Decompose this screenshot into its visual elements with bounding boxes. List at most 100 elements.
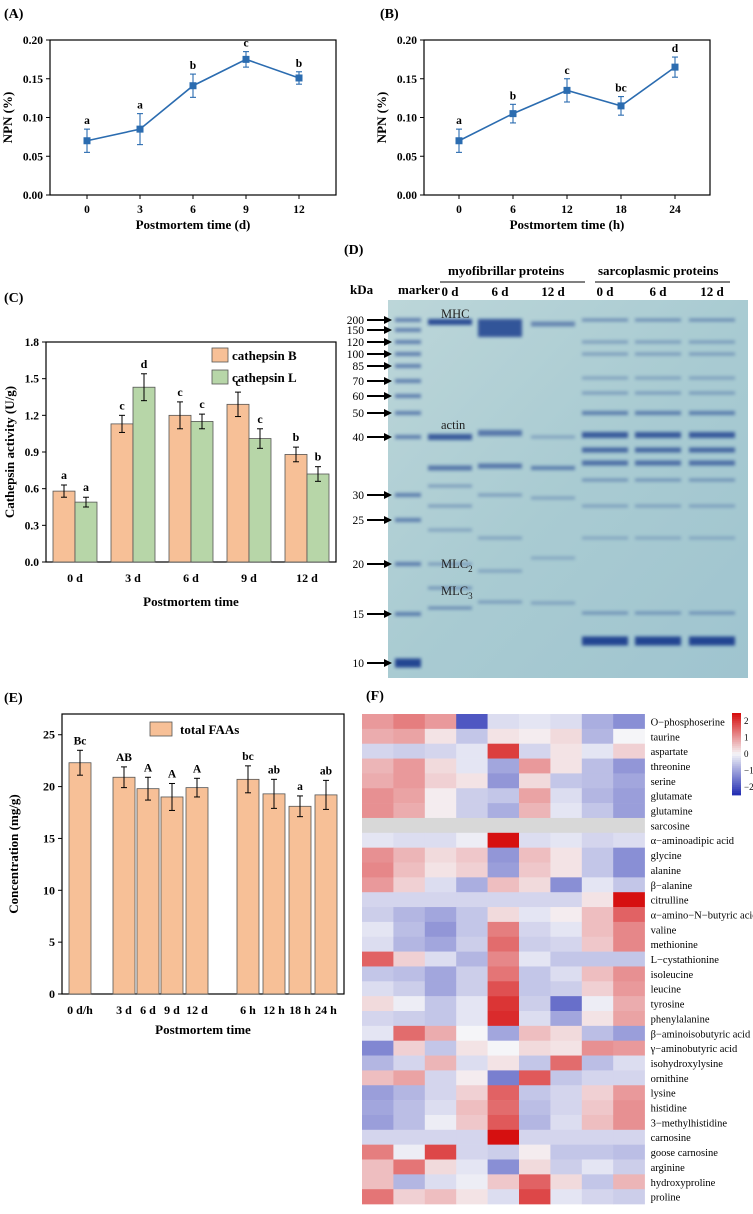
heatmap-cell — [581, 1025, 614, 1041]
kda-arrowhead — [384, 326, 392, 334]
heatmap-cell — [487, 966, 520, 982]
heatmap-cell — [613, 1100, 645, 1116]
sarcoplasmic-band — [689, 411, 735, 415]
heatmap-cell — [581, 714, 614, 730]
x-axis-label: Postmortem time — [143, 594, 239, 609]
row-label: glycine — [651, 851, 682, 862]
kda-value: 30 — [353, 490, 365, 502]
marker-band — [395, 562, 421, 566]
sarcoplasmic-band — [689, 636, 735, 646]
legend-gradient-step — [732, 762, 741, 765]
lane-label: 12 d — [541, 284, 565, 299]
bar — [226, 403, 250, 563]
heatmap-cell — [581, 847, 614, 863]
band-annotation: MLC3 — [441, 584, 473, 601]
heatmap-cell — [456, 966, 488, 982]
heatmap-cell — [550, 817, 583, 834]
heatmap-cell — [487, 1100, 520, 1116]
heatmap-cell — [456, 728, 488, 744]
heatmap-cell — [613, 847, 645, 863]
heatmap-cell — [424, 996, 457, 1012]
heatmap-cell — [362, 981, 394, 997]
band-annotation-subscript: 3 — [468, 591, 473, 601]
marker-band — [395, 352, 421, 356]
kda-value: 50 — [353, 408, 365, 420]
heatmap-cell — [424, 966, 457, 982]
x-tick-label: 12 h — [263, 1003, 285, 1017]
heatmap-cell — [362, 1144, 394, 1160]
bar — [168, 414, 192, 563]
marker-band — [395, 411, 421, 415]
bar — [288, 805, 312, 995]
y-axis-label: NPN (%) — [0, 92, 15, 144]
heatmap-cell — [424, 773, 457, 789]
heatmap-cell — [393, 758, 426, 774]
heatmap-cell — [424, 847, 457, 863]
heatmap-cell — [581, 1129, 614, 1145]
myofibrillar-band — [428, 434, 472, 440]
heatmap-cell — [456, 907, 488, 923]
heatmap-cell — [362, 1114, 394, 1131]
heatmap-cell — [362, 788, 394, 804]
bar — [132, 386, 156, 563]
heatmap-cell — [456, 773, 488, 789]
heatmap-cell — [581, 951, 614, 967]
heatmap-cell — [424, 1025, 457, 1041]
heatmap-cell — [519, 1011, 551, 1027]
significance-letter: a — [137, 100, 143, 112]
heatmap-cell — [613, 907, 645, 923]
x-tick-label: 12 — [293, 204, 305, 216]
heatmap-cell — [393, 788, 426, 804]
heatmap-cell — [550, 921, 583, 938]
significance-letter: c — [235, 375, 241, 389]
heatmap-cell — [519, 877, 551, 893]
bar — [262, 793, 286, 995]
significance-letter: d — [672, 43, 679, 55]
heatmap-cell — [487, 817, 520, 834]
sarcoplasmic-band — [582, 460, 628, 466]
heatmap-cell — [581, 1100, 614, 1116]
band-annotation-name: MLC — [441, 557, 468, 571]
heatmap-cell — [456, 877, 488, 893]
heatmap-cell — [613, 996, 645, 1012]
heatmap-cell — [487, 773, 520, 789]
heatmap-cell — [393, 936, 426, 952]
legend-gradient-step — [732, 790, 741, 794]
heatmap-cell — [362, 773, 394, 789]
heatmap-cell — [362, 1011, 394, 1027]
row-label: proline — [651, 1193, 681, 1204]
heatmap-cell — [393, 1174, 426, 1190]
bar — [236, 778, 260, 995]
myofibrillar-band — [531, 601, 575, 605]
x-tick-label: 9 — [243, 204, 249, 216]
legend-gradient-step — [732, 739, 741, 743]
sarcoplasmic-band — [582, 340, 628, 344]
legend-gradient-step — [732, 774, 741, 777]
data-point — [509, 110, 517, 118]
heatmap-cell — [613, 921, 645, 938]
heatmap-cell — [581, 1085, 614, 1101]
panel-b: (B) 0.00 0.05 0.10 0.15 0.20 0 6 12 18 24 Postmorte… — [374, 0, 753, 240]
legend-gradient-step — [732, 717, 741, 720]
row-label: β−alanine — [651, 881, 693, 892]
legend-gradient-step — [732, 741, 741, 745]
heatmap-cell — [550, 788, 583, 804]
kda-arrowhead — [384, 392, 392, 400]
heatmap-cell — [393, 1129, 426, 1145]
marker-band — [395, 340, 421, 344]
heatmap-cell — [550, 981, 583, 997]
sarcoplasmic-band — [635, 611, 681, 615]
heatmap-cell — [613, 1174, 645, 1190]
heatmap-cell — [424, 1174, 457, 1190]
heatmap-cell — [393, 996, 426, 1012]
x-tick-label: 6 h — [240, 1003, 256, 1017]
marker-band — [395, 379, 421, 383]
legend-swatch — [211, 369, 229, 385]
heatmap-cell — [362, 1100, 394, 1116]
y-tick-label: 1.8 — [25, 337, 40, 349]
heatmap-cell — [550, 1011, 583, 1027]
y-tick-label: 20 — [43, 780, 55, 794]
heatmap-cell — [456, 1174, 488, 1190]
significance-letter: a — [456, 115, 462, 127]
heatmap-cell — [424, 728, 457, 744]
